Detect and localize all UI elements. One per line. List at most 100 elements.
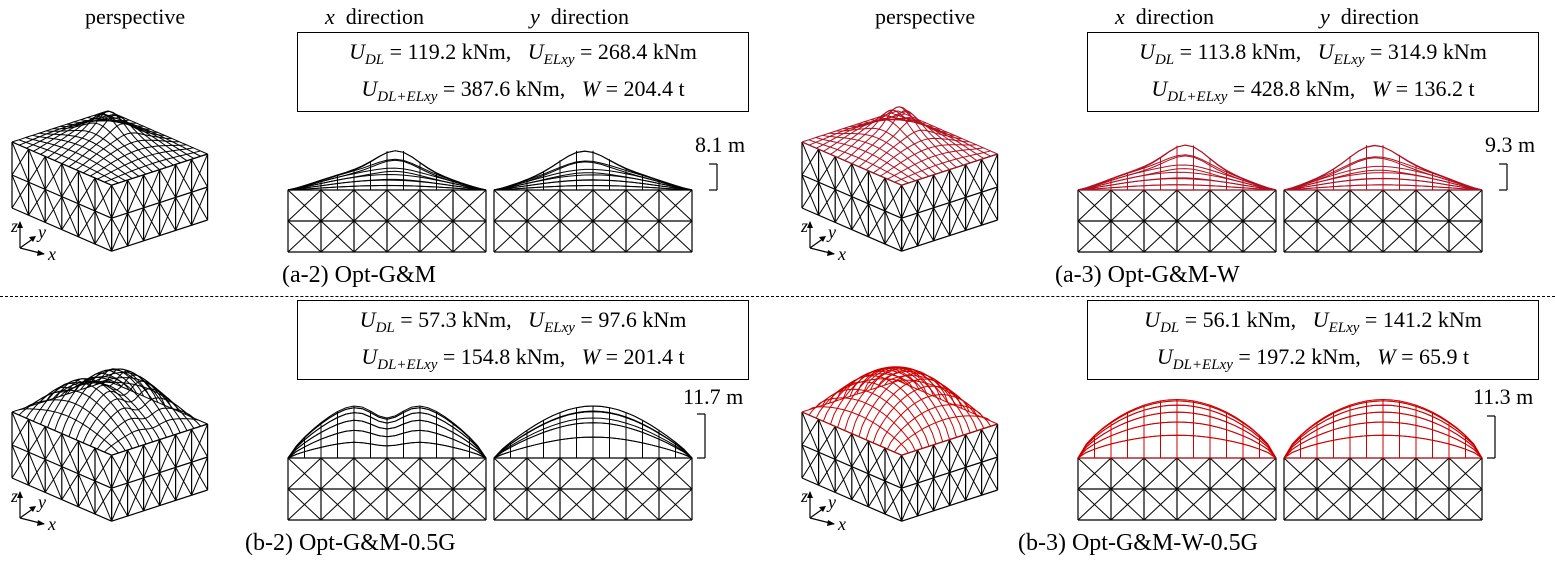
frame-brace xyxy=(1415,220,1450,253)
u-dl-value: 56.1 kNm xyxy=(1202,307,1291,332)
wall-brace xyxy=(61,203,79,230)
z-axis-label: z xyxy=(10,216,18,236)
frame-brace xyxy=(353,220,388,253)
frame-brace xyxy=(287,189,322,222)
frame-brace xyxy=(1382,189,1417,222)
wall-brace xyxy=(884,217,903,245)
frame-brace xyxy=(287,457,322,490)
wall-brace xyxy=(159,434,177,473)
frame-brace xyxy=(353,457,388,490)
height-label: 11.7 m xyxy=(683,384,744,409)
x-axis-label: x xyxy=(47,244,56,264)
wall-brace xyxy=(28,189,46,216)
wall-brace xyxy=(111,179,129,219)
wall-brace xyxy=(965,462,983,501)
wall-brace xyxy=(867,480,886,508)
frame-brace xyxy=(493,457,528,490)
wall-brace xyxy=(175,462,193,501)
roof-grid-line xyxy=(870,117,971,164)
wall-brace xyxy=(94,454,113,482)
panel-caption: (a-2) Opt-G&M xyxy=(282,262,436,288)
wall-brace xyxy=(901,212,919,252)
frame-brace xyxy=(625,457,660,490)
wall-brace xyxy=(11,181,30,209)
frame-brace xyxy=(1176,488,1211,521)
frame-brace xyxy=(1382,220,1417,253)
wall-brace xyxy=(834,163,853,190)
wall-brace xyxy=(28,156,46,183)
wall-brace xyxy=(965,429,983,468)
frame-brace xyxy=(559,457,594,490)
wall-brace xyxy=(127,444,145,484)
panel-b2: UDL = 57.3 kNm, UELxy = 97.6 kNm UDL+ELx… xyxy=(0,296,777,576)
frame-brace xyxy=(1349,488,1384,521)
wall-brace xyxy=(981,186,999,226)
wall-brace xyxy=(917,207,935,247)
roof-grid-line xyxy=(856,366,957,438)
frame-brace xyxy=(559,220,594,253)
wall-brace xyxy=(44,433,63,460)
roof-grid-line xyxy=(894,150,991,183)
perspective-label: perspective xyxy=(85,4,186,29)
roof-grid-line xyxy=(104,418,201,453)
roof-grid-line xyxy=(101,381,202,427)
frame-brace xyxy=(1209,220,1244,253)
frame-brace xyxy=(1349,189,1384,222)
u-dl-elxy-value: 154.8 kNm xyxy=(460,344,560,369)
frame-brace xyxy=(386,457,421,490)
frame-brace xyxy=(419,457,454,490)
wall-brace xyxy=(981,456,999,496)
roof-grid-line xyxy=(815,137,916,182)
frame-brace xyxy=(353,189,388,222)
wall-brace xyxy=(111,482,129,522)
wall-brace xyxy=(851,440,869,467)
frame-brace xyxy=(592,488,627,521)
wall-brace xyxy=(159,197,177,236)
frame-brace xyxy=(287,220,322,253)
wall-brace xyxy=(949,197,967,236)
u-elxy-value: 314.9 kNm xyxy=(1387,39,1487,64)
frame-brace xyxy=(353,488,388,521)
wall-brace xyxy=(11,418,30,446)
frame-brace xyxy=(1110,488,1145,521)
roof-grid-line xyxy=(90,144,187,177)
wall-brace xyxy=(818,426,836,453)
roof-grid-line xyxy=(894,415,991,453)
frame-brace xyxy=(1242,220,1277,253)
wall-brace xyxy=(834,466,853,493)
wall-brace xyxy=(175,159,193,198)
structure-drawing: z yx xyxy=(800,366,1496,534)
frame-brace xyxy=(1143,220,1178,253)
wall-brace xyxy=(981,153,999,193)
wall-brace xyxy=(949,164,967,203)
y-direction-label: y direction xyxy=(530,4,629,29)
frame-brace xyxy=(287,488,322,521)
roof-grid-line xyxy=(82,139,180,174)
roof-grid-line xyxy=(111,153,208,186)
roof-grid-line xyxy=(828,381,930,447)
frame-brace xyxy=(419,488,454,521)
y-axis-label: y xyxy=(36,492,46,512)
roof-grid-line xyxy=(884,114,985,159)
frame-brace xyxy=(1077,220,1112,253)
wall-brace xyxy=(127,477,145,517)
frame-brace xyxy=(320,457,355,490)
wall-brace xyxy=(884,487,903,515)
frame-brace xyxy=(1176,220,1211,253)
roof-grid-line xyxy=(111,423,208,456)
frame-brace xyxy=(592,220,627,253)
frame-brace xyxy=(386,220,421,253)
u-dl-value: 119.2 kNm xyxy=(407,39,506,64)
wall-brace xyxy=(11,148,30,176)
wall-brace xyxy=(77,210,96,238)
roof-grid-line xyxy=(883,375,985,429)
wall-brace xyxy=(949,467,967,506)
panel-caption: (b-3) Opt-G&M-W-0.5G xyxy=(1018,530,1258,556)
wall-brace xyxy=(818,156,836,183)
frame-brace xyxy=(658,220,693,253)
x-axis-label: x xyxy=(47,514,56,534)
wall-brace xyxy=(801,181,820,209)
wall-brace xyxy=(61,170,79,197)
panel-a2: perspective x direction y direction UDL … xyxy=(0,0,777,288)
roof-grid-line xyxy=(872,137,970,174)
